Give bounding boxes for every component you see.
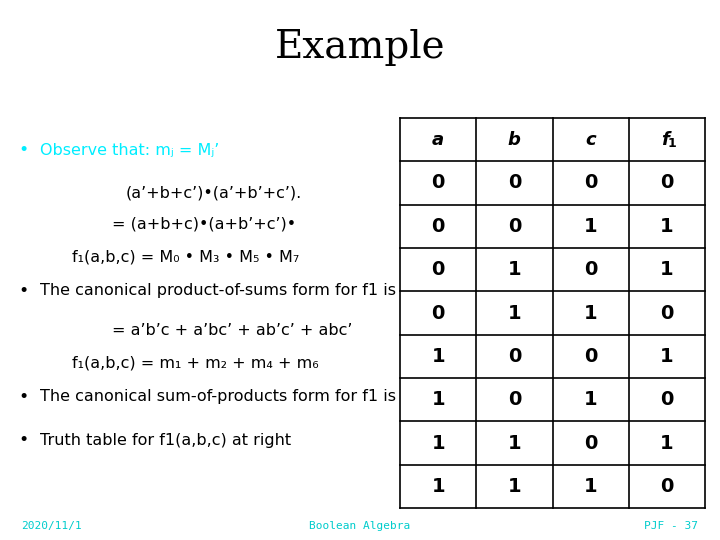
Text: Example: Example — [275, 30, 445, 66]
Text: Boolean Algebra: Boolean Algebra — [310, 521, 410, 531]
Text: f₁(a,b,c) = M₀ • M₃ • M₅ • M₇: f₁(a,b,c) = M₀ • M₃ • M₅ • M₇ — [72, 249, 300, 264]
Text: 1: 1 — [431, 434, 445, 453]
Text: 1: 1 — [667, 137, 676, 150]
Text: a: a — [432, 131, 444, 149]
Text: 1: 1 — [508, 303, 521, 322]
Text: 1: 1 — [660, 434, 674, 453]
Text: 0: 0 — [431, 260, 445, 279]
Text: 0: 0 — [660, 303, 674, 322]
Text: = a’b’c + a’bc’ + ab’c’ + abc’: = a’b’c + a’bc’ + ab’c’ + abc’ — [112, 323, 352, 338]
Text: 0: 0 — [431, 303, 445, 322]
Text: (a’+b+c’)•(a’+b’+c’).: (a’+b+c’)•(a’+b’+c’). — [126, 186, 302, 201]
Text: 1: 1 — [508, 434, 521, 453]
Text: 1: 1 — [660, 347, 674, 366]
Text: 0: 0 — [431, 217, 445, 236]
Text: 0: 0 — [584, 347, 598, 366]
Text: 1: 1 — [584, 303, 598, 322]
Text: 1: 1 — [431, 477, 445, 496]
Text: 0: 0 — [660, 173, 674, 192]
Text: f₁(a,b,c) = m₁ + m₂ + m₄ + m₆: f₁(a,b,c) = m₁ + m₂ + m₄ + m₆ — [72, 355, 319, 370]
Text: 1: 1 — [431, 347, 445, 366]
Text: f: f — [661, 131, 669, 149]
Text: c: c — [585, 131, 596, 149]
Text: •: • — [18, 281, 28, 300]
Text: 0: 0 — [508, 390, 521, 409]
Text: 0: 0 — [508, 347, 521, 366]
Text: 1: 1 — [508, 260, 521, 279]
Text: 1: 1 — [660, 260, 674, 279]
Text: Truth table for f1(a,b,c) at right: Truth table for f1(a,b,c) at right — [40, 433, 291, 448]
Text: 2020/11/1: 2020/11/1 — [22, 521, 82, 531]
Text: 1: 1 — [660, 217, 674, 236]
Text: = (a+b+c)•(a+b’+c’)•: = (a+b+c)•(a+b’+c’)• — [112, 217, 296, 232]
Text: PJF - 37: PJF - 37 — [644, 521, 698, 531]
Text: The canonical sum-of-products form for f1 is: The canonical sum-of-products form for f… — [40, 389, 395, 404]
Text: 1: 1 — [584, 477, 598, 496]
Text: •: • — [18, 431, 28, 449]
Text: b: b — [508, 131, 521, 149]
Text: 1: 1 — [431, 390, 445, 409]
Text: 1: 1 — [508, 477, 521, 496]
Text: Observe that: mⱼ = Mⱼ’: Observe that: mⱼ = Mⱼ’ — [40, 143, 219, 158]
Text: 0: 0 — [508, 217, 521, 236]
Text: 0: 0 — [584, 260, 598, 279]
Text: The canonical product-of-sums form for f1 is: The canonical product-of-sums form for f… — [40, 283, 395, 298]
Text: 1: 1 — [584, 217, 598, 236]
Text: •: • — [18, 141, 28, 159]
Text: 0: 0 — [584, 434, 598, 453]
Text: 0: 0 — [584, 173, 598, 192]
Text: 1: 1 — [584, 390, 598, 409]
Text: 0: 0 — [431, 173, 445, 192]
Text: •: • — [18, 388, 28, 406]
Text: 0: 0 — [660, 390, 674, 409]
Text: 0: 0 — [508, 173, 521, 192]
Text: 0: 0 — [660, 477, 674, 496]
